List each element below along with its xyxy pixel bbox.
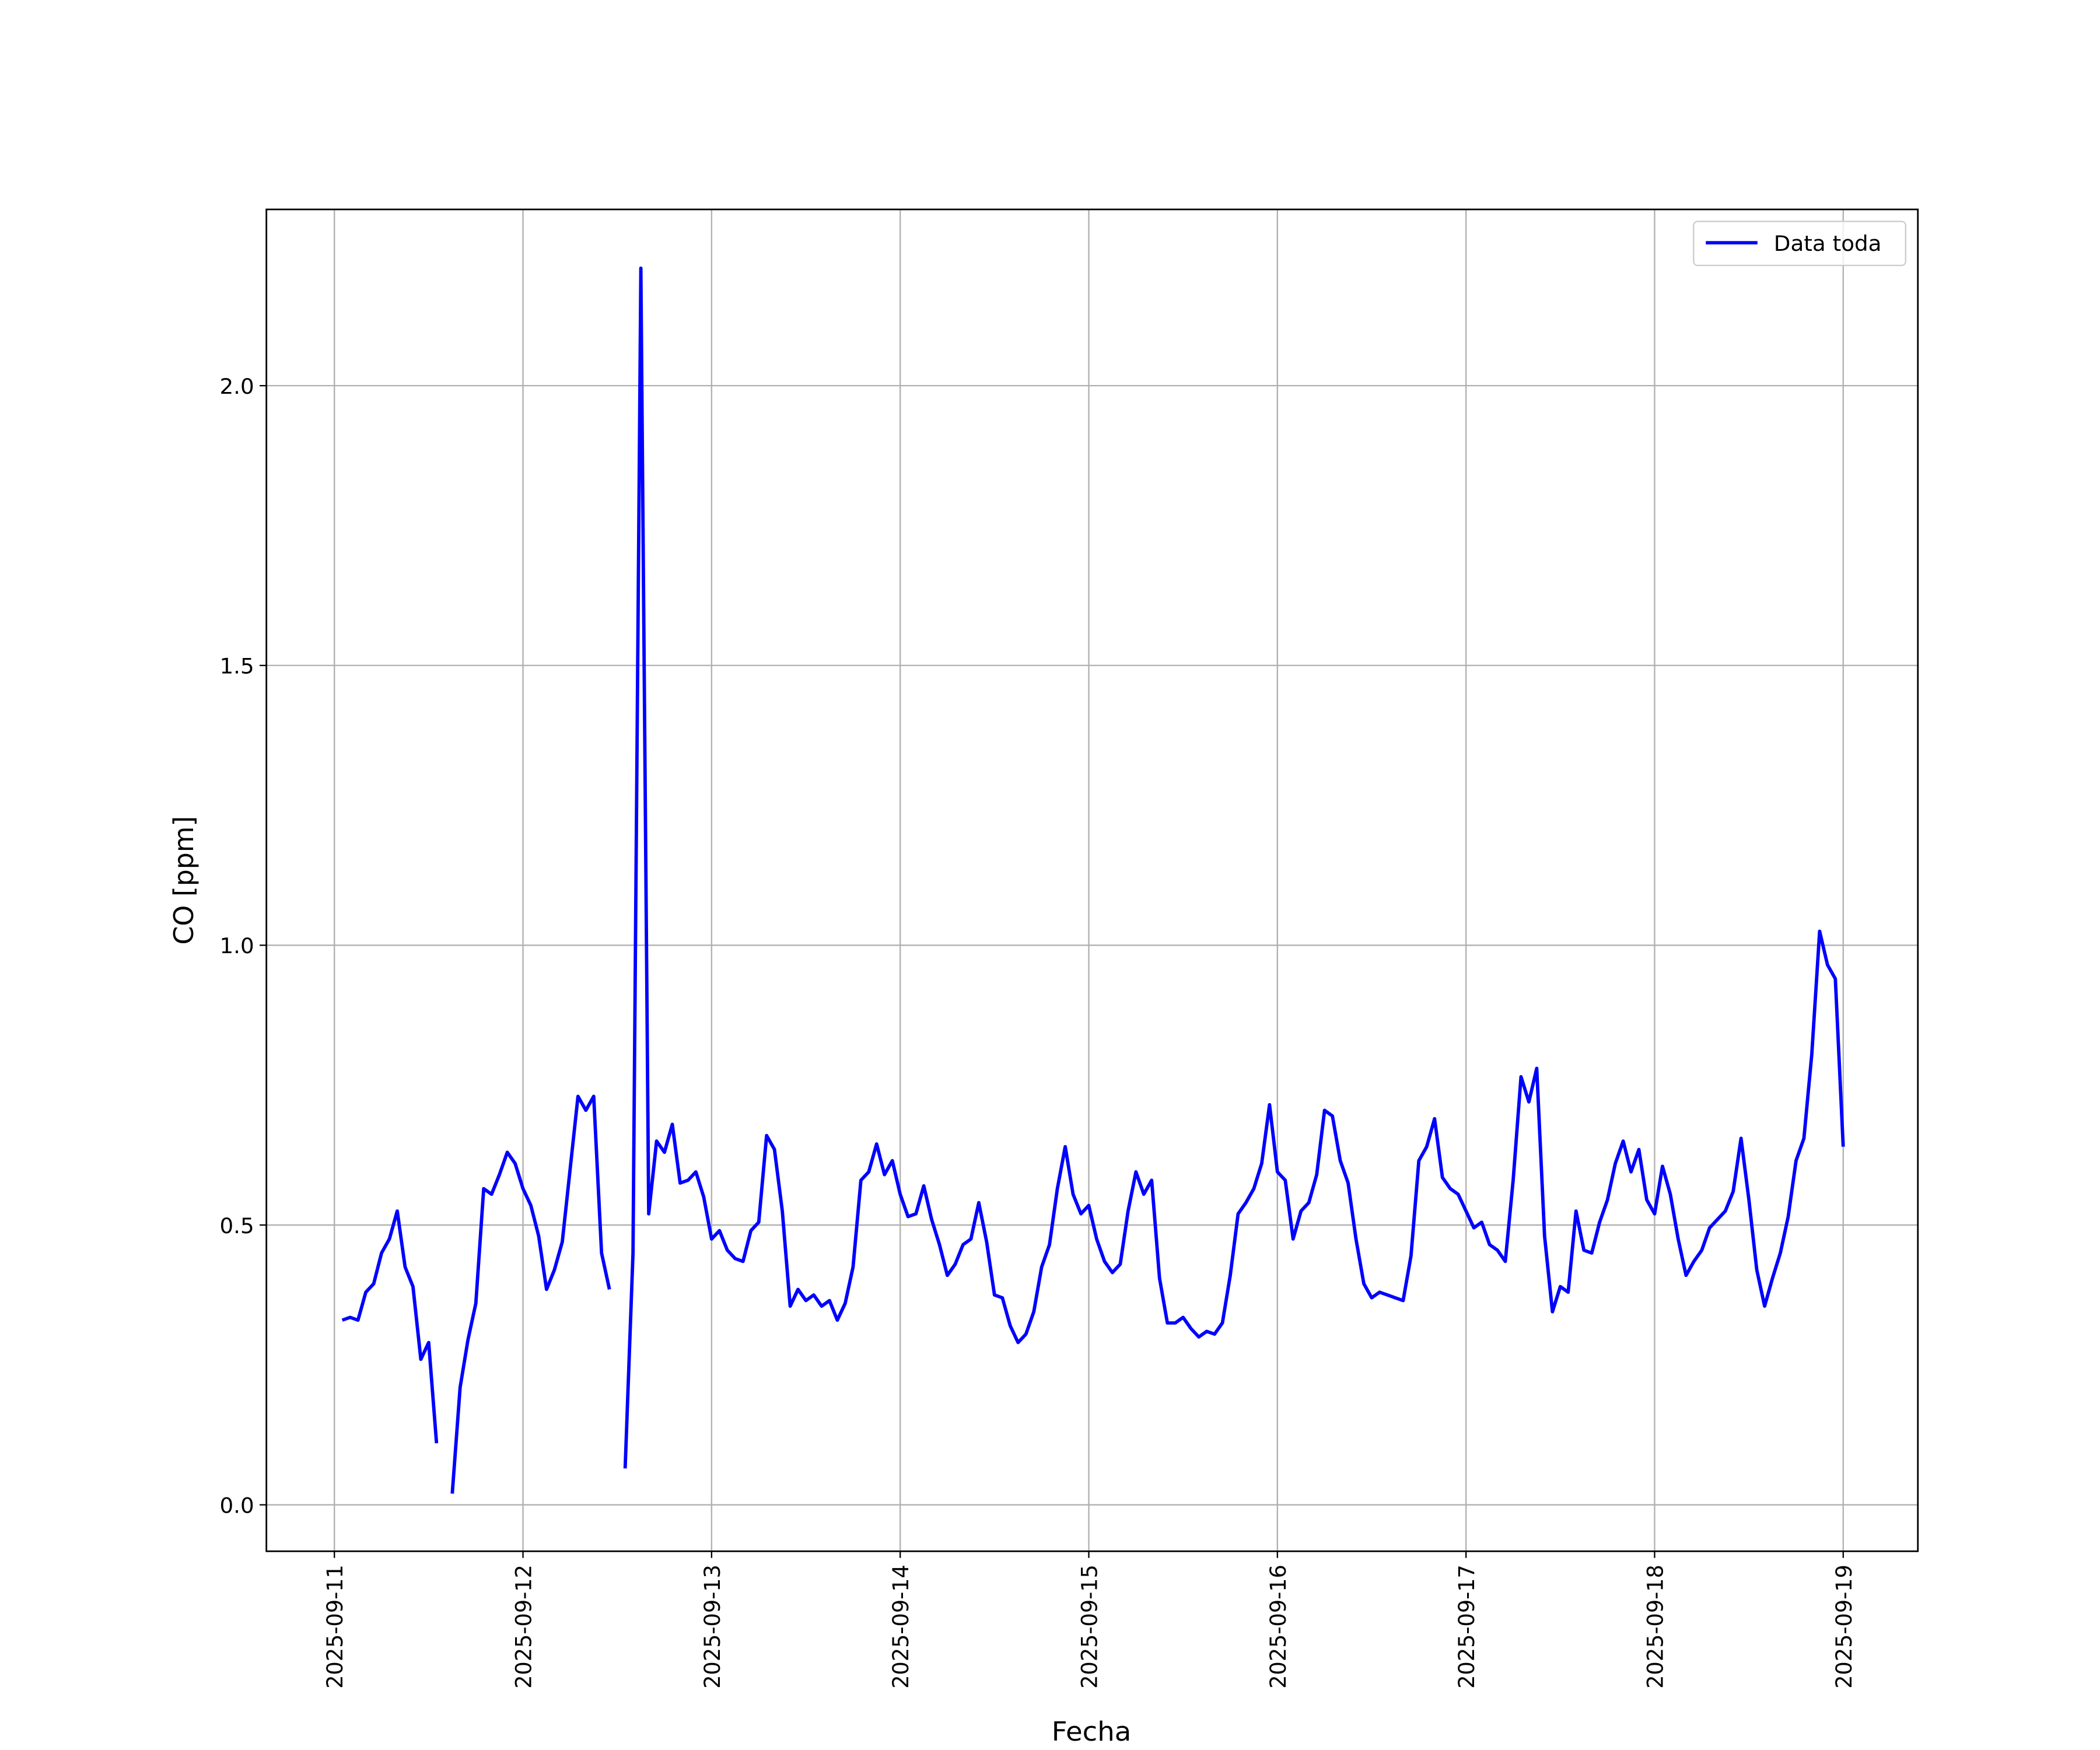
x-tick-label: 2025-09-14 xyxy=(888,1564,914,1689)
legend-box xyxy=(1693,220,1906,267)
y-tick-label: 0.5 xyxy=(219,1213,254,1238)
plot-frame xyxy=(265,208,1919,1552)
x-tick-label: 2025-09-19 xyxy=(1831,1564,1856,1689)
x-tick-label: 2025-09-13 xyxy=(700,1564,725,1689)
y-tick-label: 1.5 xyxy=(219,654,254,679)
x-tick-label: 2025-09-11 xyxy=(323,1564,348,1689)
y-tick-label: 0.0 xyxy=(219,1493,254,1518)
x-tick-label: 2025-09-17 xyxy=(1454,1564,1479,1689)
y-tick-label: 1.0 xyxy=(219,933,254,958)
x-tick-label: 2025-09-18 xyxy=(1643,1564,1668,1689)
x-tick-label: 2025-09-16 xyxy=(1265,1564,1290,1689)
legend-label: Data toda xyxy=(1774,231,1882,256)
data-line xyxy=(341,266,1845,1494)
x-axis-label: Fecha xyxy=(1052,1716,1132,1746)
y-tick-label: 2.0 xyxy=(219,374,254,399)
x-tick-label: 2025-09-12 xyxy=(511,1564,536,1689)
x-tick-label: 2025-09-15 xyxy=(1077,1564,1102,1689)
y-axis-label: CO [ppm] xyxy=(167,816,200,945)
